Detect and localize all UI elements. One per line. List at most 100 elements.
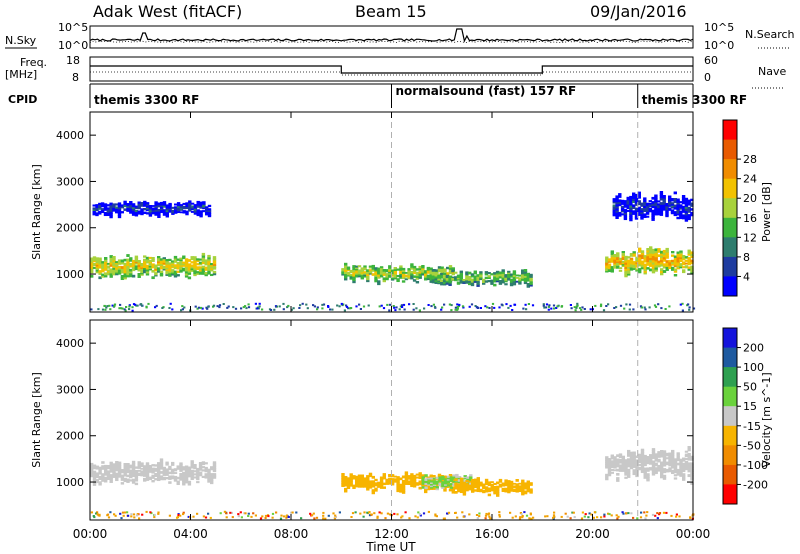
heatmap-cell	[613, 466, 617, 469]
heatmap-cell	[388, 274, 392, 277]
heatmap-cell	[366, 277, 370, 281]
heatmap-cell	[390, 274, 395, 277]
heatmap-cell	[171, 260, 175, 263]
heatmap-cell	[355, 477, 359, 480]
scatter-cell	[311, 514, 314, 517]
scatter-cell	[486, 306, 489, 309]
heatmap-cell	[168, 267, 172, 270]
heatmap-cell	[476, 282, 480, 285]
heatmap-cell	[184, 479, 189, 482]
heatmap-cell	[154, 209, 158, 212]
heatmap-cell	[182, 471, 186, 475]
heatmap-cell	[673, 262, 678, 266]
heatmap-cell	[504, 483, 508, 487]
heatmap-cell	[157, 466, 161, 469]
heatmap-cell	[388, 474, 392, 476]
heatmap-cell	[404, 274, 409, 277]
scatter-cell	[207, 305, 210, 308]
heatmap-cell	[632, 262, 636, 265]
noise-top-right-tick: 10^5	[704, 21, 734, 34]
scatter-cell	[312, 512, 315, 515]
heatmap-cell	[482, 486, 486, 488]
heatmap-cell	[140, 269, 144, 272]
scatter-cell	[141, 513, 144, 516]
heatmap-cell	[482, 282, 486, 285]
heatmap-cell	[429, 474, 433, 477]
heatmap-cell	[95, 257, 99, 260]
heatmap-cell	[681, 214, 686, 218]
heatmap-cell	[168, 262, 172, 265]
heatmap-cell	[657, 250, 661, 253]
heatmap-cell	[377, 273, 381, 277]
heatmap-cell	[157, 478, 161, 482]
heatmap-cell	[148, 265, 152, 268]
heatmap-cell	[207, 262, 211, 266]
heatmap-cell	[687, 268, 691, 271]
heatmap-cell	[129, 209, 133, 213]
heatmap-cell	[377, 485, 381, 488]
heatmap-cell	[687, 215, 691, 219]
heatmap-cell	[607, 260, 612, 263]
heatmap-cell	[137, 205, 141, 208]
heatmap-cell	[679, 256, 683, 259]
heatmap-cell	[196, 469, 200, 472]
heatmap-cell	[160, 201, 164, 205]
heatmap-cell	[629, 268, 634, 271]
heatmap-cell	[624, 473, 628, 476]
heatmap-cell	[379, 480, 384, 483]
heatmap-cell	[418, 480, 422, 484]
heatmap-cell	[399, 275, 403, 278]
heatmap-cell	[171, 461, 175, 465]
heatmap-cell	[123, 479, 127, 483]
heatmap-cell	[112, 470, 116, 473]
heatmap-cell	[607, 258, 612, 261]
heatmap-cell	[435, 480, 439, 483]
heatmap-cell	[396, 485, 400, 489]
scatter-cell	[132, 513, 136, 516]
scatter-cell	[461, 305, 465, 308]
heatmap-cell	[193, 263, 197, 267]
heatmap-cell	[640, 213, 644, 217]
heatmap-cell	[457, 485, 461, 488]
heatmap-cell	[616, 263, 620, 266]
heatmap-cell	[106, 266, 111, 269]
freq-traces	[90, 65, 693, 76]
heatmap-cell	[143, 258, 147, 262]
scatter-cell	[600, 516, 603, 519]
scatter-cell	[468, 305, 471, 308]
heatmap-cell	[140, 467, 144, 470]
heatmap-cell	[432, 484, 437, 486]
heatmap-cell	[679, 474, 683, 477]
heatmap-cell	[179, 269, 183, 272]
heatmap-cell	[660, 257, 664, 261]
scatter-cell	[111, 304, 114, 307]
heatmap-cell	[657, 211, 661, 214]
scatter-cell	[487, 513, 490, 516]
heatmap-cell	[629, 265, 634, 268]
heatmap-cell	[662, 463, 667, 467]
heatmap-cell	[610, 268, 614, 271]
heatmap-cell	[629, 204, 633, 208]
heatmap-cell	[501, 275, 505, 278]
heatmap-cell	[490, 485, 494, 488]
scatter-cell	[256, 307, 259, 310]
scatter-cell	[401, 515, 404, 518]
heatmap-cell	[426, 484, 431, 487]
heatmap-cell	[662, 470, 667, 474]
heatmap-cell	[410, 476, 414, 479]
heatmap-cell	[388, 271, 392, 274]
heatmap-cell	[671, 259, 675, 263]
heatmap-cell	[198, 472, 203, 475]
heatmap-cell	[673, 213, 677, 217]
heatmap-cell	[176, 209, 181, 212]
heatmap-cell	[382, 271, 386, 274]
heatmap-cell	[673, 469, 678, 472]
heatmap-cell	[92, 207, 96, 210]
heatmap-cell	[401, 480, 406, 483]
heatmap-cell	[363, 274, 367, 277]
heatmap-cell	[451, 488, 455, 492]
heatmap-cell	[148, 478, 152, 481]
scatter-cell	[603, 515, 606, 518]
heatmap-cell	[98, 202, 102, 206]
heatmap-cell	[493, 492, 497, 495]
